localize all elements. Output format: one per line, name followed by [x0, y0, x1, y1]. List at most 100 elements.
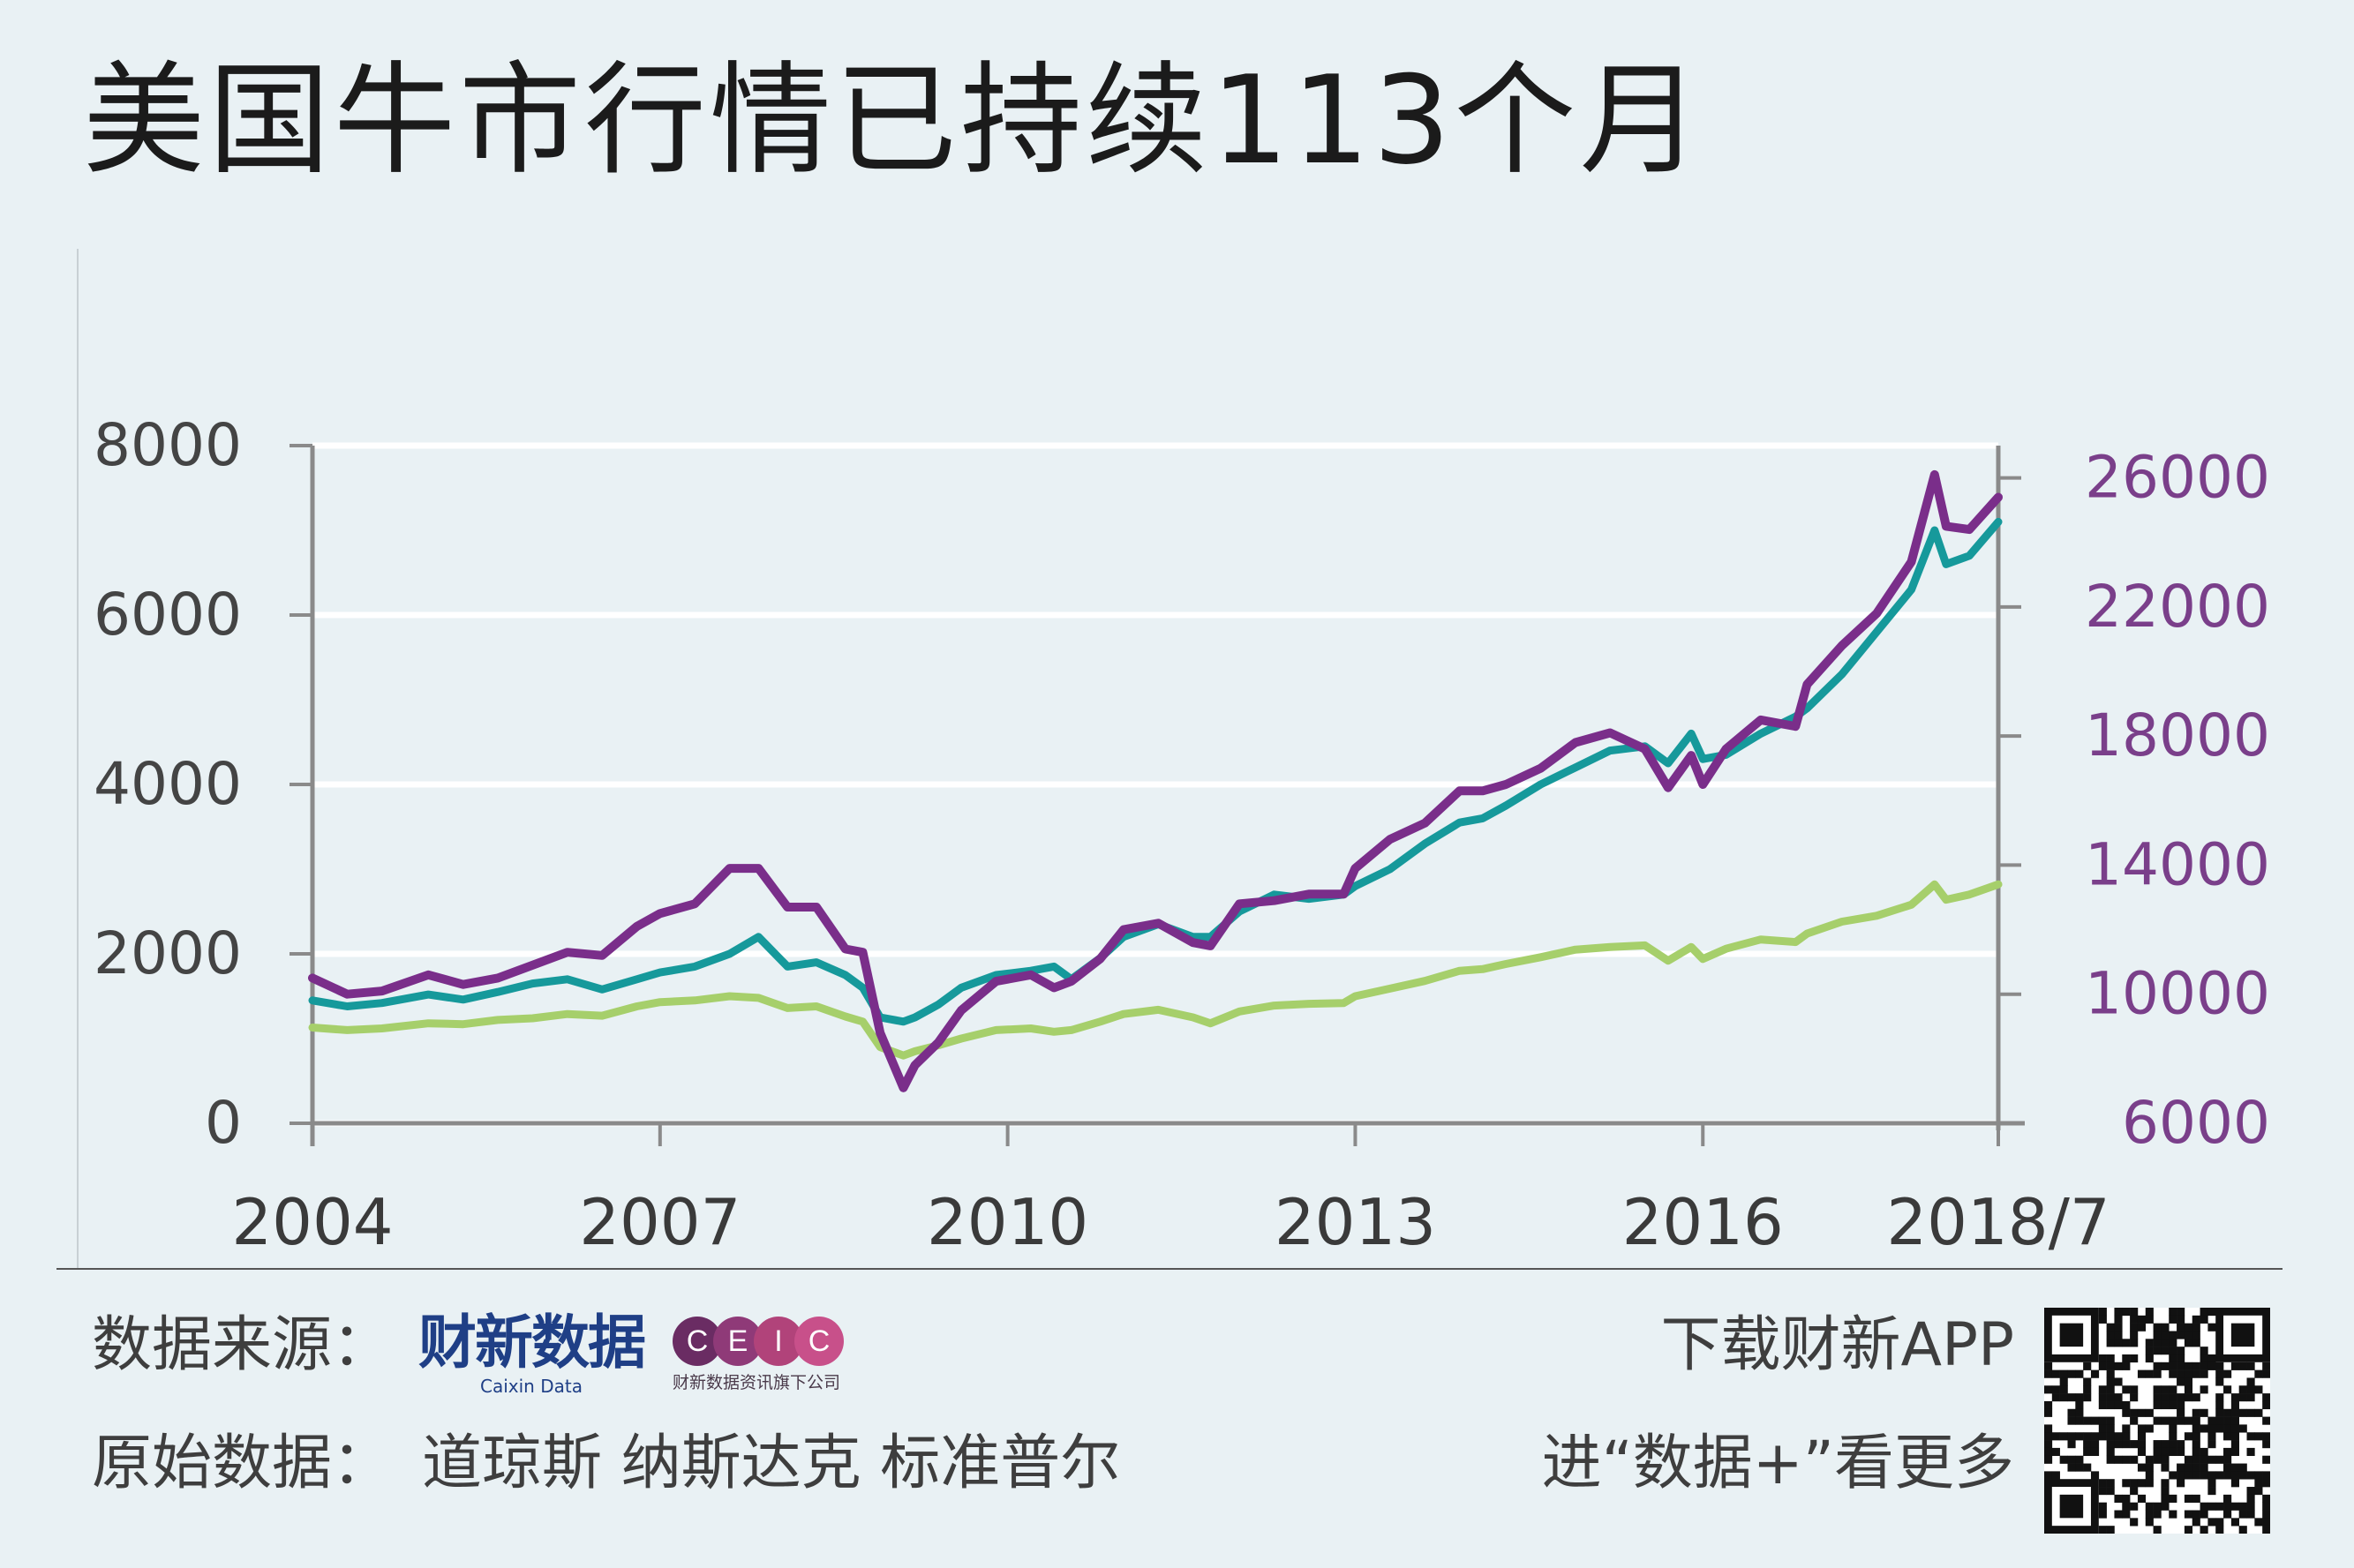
qr-module — [2169, 1347, 2177, 1355]
qr-module — [2145, 1455, 2154, 1464]
qr-module — [2098, 1362, 2107, 1370]
qr-module — [2177, 1315, 2185, 1324]
qr-module — [2114, 1362, 2123, 1370]
qr-module — [2083, 1440, 2092, 1449]
qr-module — [2161, 1393, 2170, 1402]
qr-module — [2184, 1526, 2193, 1534]
qr-module — [2145, 1408, 2154, 1417]
qr-module — [2122, 1339, 2131, 1347]
qr-module — [2106, 1339, 2115, 1347]
qr-module — [2145, 1479, 2154, 1488]
qr-module — [2137, 1408, 2147, 1417]
qr-module — [2083, 1432, 2092, 1441]
caixin-logo-text: 财新数据 — [418, 1309, 646, 1377]
qr-module — [2177, 1354, 2185, 1363]
qr-module — [2098, 1385, 2107, 1394]
qr-module — [2200, 1424, 2208, 1433]
qr-module — [2153, 1455, 2162, 1464]
qr-module — [2153, 1339, 2162, 1347]
raw-sources: 道琼斯 纳斯达克 标准普尔 — [422, 1429, 1121, 1498]
qr-module — [2177, 1347, 2185, 1355]
qr-module — [2246, 1471, 2255, 1480]
qr-module — [2067, 1369, 2076, 1378]
qr-module — [2075, 1432, 2084, 1441]
qr-module — [2200, 1502, 2208, 1511]
qr-module — [2246, 1385, 2255, 1394]
qr-module — [2192, 1393, 2200, 1402]
qr-module — [2161, 1331, 2170, 1339]
qr-module — [2106, 1393, 2115, 1402]
qr-module — [2246, 1362, 2255, 1370]
qr-module — [2044, 1400, 2053, 1410]
qr-module — [2223, 1385, 2232, 1394]
qr-module — [2200, 1369, 2208, 1378]
qr-module — [2114, 1323, 2123, 1332]
qr-module — [2083, 1362, 2092, 1370]
qr-module — [2130, 1440, 2139, 1449]
qr-module — [2238, 1408, 2247, 1417]
qr-module — [2114, 1432, 2123, 1441]
qr-module — [2230, 1432, 2239, 1441]
qr-module — [2230, 1408, 2239, 1417]
x-tick-label: 2013 — [1275, 1185, 1436, 1259]
qr-module — [2122, 1502, 2131, 1511]
qr-module — [2161, 1400, 2170, 1410]
caixin-logo-sub: Caixin Data — [480, 1375, 583, 1397]
qr-module — [2207, 1487, 2216, 1496]
qr-module — [2153, 1385, 2162, 1394]
qr-module — [2161, 1440, 2170, 1449]
qr-module — [2153, 1510, 2162, 1519]
qr-module — [2262, 1369, 2270, 1378]
qr-module — [2200, 1408, 2208, 1417]
qr-module — [2098, 1354, 2107, 1363]
qr-module — [2145, 1502, 2154, 1511]
qr-module — [2169, 1424, 2177, 1433]
qr-module — [2215, 1408, 2224, 1417]
qr-module — [2169, 1385, 2177, 1394]
qr-module — [2098, 1416, 2107, 1425]
qr-module — [2262, 1494, 2270, 1503]
qr-module — [2184, 1385, 2193, 1394]
qr-module — [2192, 1447, 2200, 1457]
qr-module — [2059, 1393, 2068, 1402]
qr-module — [2192, 1416, 2200, 1425]
qr-module — [2177, 1369, 2185, 1378]
qr-module — [2262, 1432, 2270, 1441]
qr-module — [2184, 1432, 2193, 1441]
qr-module — [2130, 1308, 2139, 1317]
x-tick-label: 2016 — [1622, 1185, 1784, 1259]
qr-module — [2215, 1502, 2224, 1511]
qr-module — [2130, 1315, 2139, 1324]
qr-module — [2122, 1400, 2131, 1410]
qr-module — [2059, 1455, 2068, 1464]
qr-module — [2230, 1400, 2239, 1410]
qr-module — [2161, 1502, 2170, 1511]
qr-module — [2200, 1455, 2208, 1464]
qr-module — [2114, 1400, 2123, 1410]
qr-module — [2098, 1526, 2107, 1534]
qr-module — [2145, 1347, 2154, 1355]
qr-module — [2098, 1487, 2107, 1496]
qr-module — [2122, 1494, 2131, 1503]
qr-module — [2215, 1369, 2224, 1378]
qr-module — [2130, 1393, 2139, 1402]
qr-module — [2230, 1502, 2239, 1511]
qr-module — [2051, 1385, 2060, 1394]
qr-module — [2083, 1385, 2092, 1394]
qr-module — [2137, 1447, 2147, 1457]
qr-module — [2145, 1354, 2154, 1363]
qr-module — [2161, 1479, 2170, 1488]
qr-module — [2192, 1424, 2200, 1433]
qr-module — [2169, 1354, 2177, 1363]
qr-module — [2169, 1369, 2177, 1378]
qr-module — [2207, 1424, 2216, 1433]
x-tick-label: 2007 — [579, 1185, 741, 1259]
qr-module — [2223, 1369, 2232, 1378]
qr-code-icon[interactable] — [2044, 1308, 2270, 1534]
qr-module — [2207, 1440, 2216, 1449]
qr-module — [2051, 1447, 2060, 1457]
qr-module — [2254, 1471, 2263, 1480]
qr-module — [2106, 1479, 2115, 1488]
